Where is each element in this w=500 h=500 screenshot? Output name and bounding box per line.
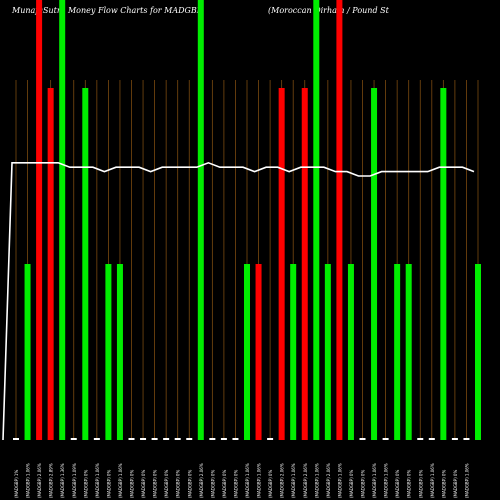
green-bar [116, 264, 123, 440]
x-tick-label: (MADGBP) 2.89% [49, 463, 54, 498]
green-bar [475, 264, 481, 440]
red-bar [255, 264, 262, 440]
x-tick-label: (MADGBP) 0% [233, 470, 238, 498]
green-bar [197, 0, 204, 440]
x-tick-label: (MADGBP) 0% [222, 470, 227, 498]
zero-bar [174, 438, 181, 440]
green-bar [290, 264, 297, 440]
x-tick-label: (MADGBP) 1.06% [314, 463, 319, 498]
zero-bar [128, 438, 135, 440]
red-bar [47, 88, 54, 440]
zero-bar [463, 438, 470, 440]
green-bar [394, 264, 401, 440]
green-bar [405, 264, 412, 440]
x-tick-label: (MADGBP) 0% [453, 470, 458, 498]
zero-bar [428, 438, 435, 440]
red-bar [36, 0, 43, 440]
x-tick-label: (MADGBP) 1.06% [291, 463, 296, 498]
green-bar [82, 88, 89, 440]
x-tick-label: (MADGBP) 0% [349, 470, 354, 498]
zero-bar [93, 438, 100, 440]
zero-bar [186, 438, 193, 440]
x-tick-label: (MADGBP) 1.06% [118, 463, 123, 498]
x-tick-label: (MADGBP) 1.06% [26, 463, 31, 498]
x-tick-label: (MADGBP) 0% [268, 470, 273, 498]
x-tick-label: (MADGBP) 0% [395, 470, 400, 498]
x-tick-label: (MADGBP) 0% [141, 470, 146, 498]
x-tick-label: (MADGBP) 1.09% [72, 463, 77, 498]
green-bar [371, 88, 378, 440]
x-tick-label: (MADGBP) 0% [418, 470, 423, 498]
x-tick-label: (MADGBP) 0% [187, 470, 192, 498]
x-tick-label: (MADGBP) 1.06% [384, 463, 389, 498]
green-bar [347, 264, 354, 440]
x-tick-label: (MADGBP) 1.06% [464, 463, 469, 498]
x-tick-label: (MADGBP) 0% [164, 470, 169, 498]
chart-title: MunafaSutra Money Flow Charts for MADGBP [12, 6, 203, 15]
x-tick-label: (MADGBP) 2.06% [199, 463, 204, 498]
zero-bar [267, 438, 274, 440]
zero-bar [232, 438, 239, 440]
zero-bar [451, 438, 458, 440]
x-tick-label: (MADGBP) 0% [153, 470, 158, 498]
zero-bar [163, 438, 170, 440]
x-tick-label: (MADGBP) 0% [441, 470, 446, 498]
zero-bar [13, 438, 19, 440]
zero-bar [417, 438, 424, 440]
red-bar [278, 88, 285, 440]
zero-bar [220, 438, 227, 440]
zero-bar [382, 438, 389, 440]
x-tick-label: (MADGBP) 2.06% [303, 463, 308, 498]
x-tick-label: (MADGBP) 0% [83, 470, 88, 498]
zero-bar [151, 438, 158, 440]
x-tick-label: (MADGBP) 0% [210, 470, 215, 498]
red-bar [301, 88, 308, 440]
x-tick-label: (MADGBP) 1.06% [245, 463, 250, 498]
x-tick-label: (MADGBP) 2.06% [37, 463, 42, 498]
x-tick-label: (MADGBP) 1.06% [337, 463, 342, 498]
green-bar [313, 0, 320, 440]
x-tick-label: (MADGBP) 0% [176, 470, 181, 498]
x-tick-label: (MADGBP) 1.06% [257, 463, 262, 498]
x-tick-label: (MADGBP) 0% [106, 470, 111, 498]
green-bar [244, 264, 250, 440]
x-tick-label: (MADGBP) 0% [407, 470, 412, 498]
zero-bar [359, 438, 366, 440]
money-flow-line [2, 161, 475, 441]
green-bar [59, 0, 66, 440]
green-bar [24, 264, 31, 440]
zero-bar [70, 438, 77, 440]
chart-subtitle: (Moroccan Dirham / Pound St [268, 6, 389, 15]
x-tick-label: (MADGBP) 2.06% [280, 463, 285, 498]
x-tick-label: (MADGBP) 2.06% [326, 463, 331, 498]
x-tick-label: (MADGBP) 1.06% [430, 463, 435, 498]
x-tick-label: (MADGBP) 0% [130, 470, 135, 498]
x-tick-label: (MADGBP) 0% [361, 470, 366, 498]
x-tick-label: (MADGBP) 1.06% [372, 463, 377, 498]
green-bar [440, 88, 447, 440]
red-bar [336, 0, 343, 440]
green-bar [324, 264, 331, 440]
x-tick-label: (MADGBP) 1.36% [60, 463, 65, 498]
green-bar [105, 264, 112, 440]
zero-bar [209, 438, 216, 440]
x-tick-label: (MADGBP) 1% [14, 470, 19, 498]
zero-bar [140, 438, 147, 440]
x-tick-label: (MADGBP) 1.06% [95, 463, 100, 498]
